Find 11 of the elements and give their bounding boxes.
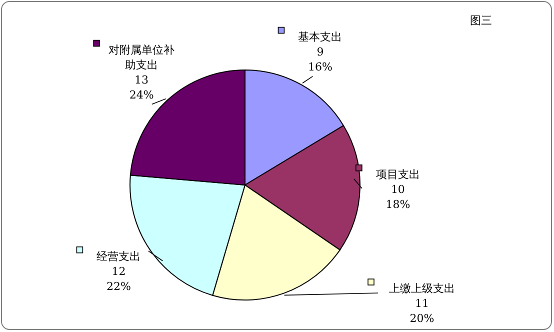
data-label: 10 18% (386, 182, 410, 211)
data-label: 9 16% (308, 45, 332, 74)
data-label: 13 24% (129, 73, 154, 102)
text: 图三 (470, 14, 492, 27)
data-label: 12 22% (106, 264, 131, 293)
legend-label: 经营支出 (96, 250, 141, 263)
legend-label: 上缴上级支出 (389, 282, 455, 295)
legend-label: 对附属单位补助支出 (108, 43, 175, 72)
legend-label: 项目支出 (376, 168, 420, 181)
legend-label: 基本支出 (298, 30, 342, 44)
data-label: 11 20% (410, 297, 434, 325)
